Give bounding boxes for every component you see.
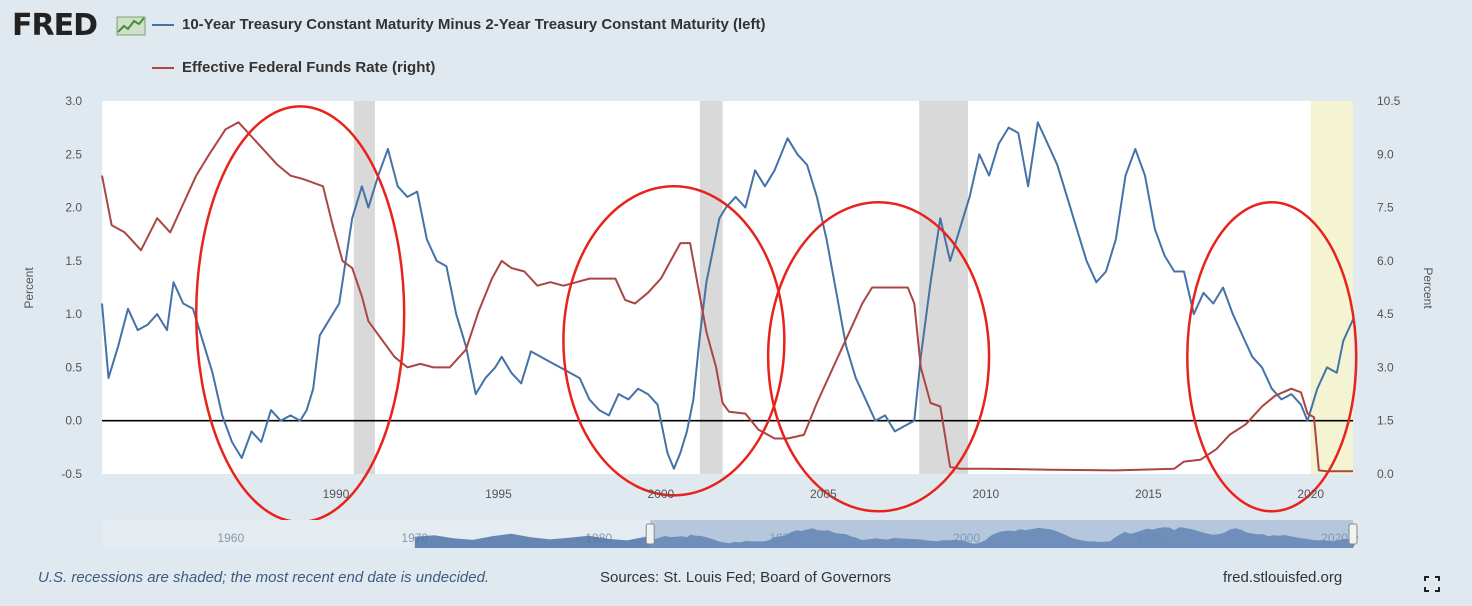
left-tick-label: -0.5 bbox=[61, 467, 82, 481]
right-tick-label: 4.5 bbox=[1377, 307, 1394, 321]
chart-logo-icon bbox=[116, 16, 146, 36]
x-tick-label: 2020 bbox=[1297, 487, 1324, 501]
x-tick-label: 2000 bbox=[648, 487, 675, 501]
left-tick-label: 0.0 bbox=[65, 414, 82, 428]
recession-band bbox=[1310, 101, 1353, 474]
right-tick-label: 10.5 bbox=[1377, 94, 1401, 108]
fred-logo[interactable]: FRED bbox=[12, 8, 98, 43]
legend-fedfunds[interactable]: Effective Federal Funds Rate (right) bbox=[152, 59, 435, 76]
navigator-selection bbox=[650, 520, 1353, 548]
legend-swatch-fedfunds bbox=[152, 66, 174, 69]
recession-band bbox=[353, 101, 375, 474]
x-tick-label: 1990 bbox=[323, 487, 350, 501]
left-tick-label: 1.0 bbox=[65, 307, 82, 321]
recession-band bbox=[919, 101, 968, 474]
fullscreen-icon[interactable] bbox=[1424, 576, 1440, 592]
right-tick-label: 3.0 bbox=[1377, 360, 1394, 374]
recession-band bbox=[699, 101, 723, 474]
navigator-tick-label: 1960 bbox=[217, 531, 244, 545]
x-tick-label: 2005 bbox=[810, 487, 837, 501]
legend-spread[interactable]: 10-Year Treasury Constant Maturity Minus… bbox=[152, 16, 766, 33]
left-tick-label: 0.5 bbox=[65, 360, 82, 374]
sources-text: Sources: St. Louis Fed; Board of Governo… bbox=[600, 569, 891, 586]
x-tick-label: 2015 bbox=[1135, 487, 1162, 501]
left-tick-label: 2.0 bbox=[65, 201, 82, 215]
recession-note: U.S. recessions are shaded; the most rec… bbox=[38, 569, 490, 586]
x-tick-label: 1995 bbox=[485, 487, 512, 501]
right-axis-title: Percent bbox=[1421, 267, 1435, 309]
right-tick-label: 0.0 bbox=[1377, 467, 1394, 481]
left-tick-label: 3.0 bbox=[65, 94, 82, 108]
right-tick-label: 6.0 bbox=[1377, 254, 1394, 268]
left-tick-label: 1.5 bbox=[65, 254, 82, 268]
navigator-handle-left[interactable] bbox=[645, 523, 655, 545]
x-tick-label: 2010 bbox=[972, 487, 999, 501]
series-line-fedfunds bbox=[101, 121, 1353, 473]
navigator-handle-right[interactable] bbox=[1348, 523, 1358, 545]
left-tick-label: 2.5 bbox=[65, 147, 82, 161]
plot-background bbox=[102, 101, 1353, 474]
legend-label-fedfunds: Effective Federal Funds Rate (right) bbox=[182, 59, 436, 76]
right-tick-label: 9.0 bbox=[1377, 147, 1394, 161]
annotation-circle bbox=[1186, 200, 1358, 513]
series-line-spread bbox=[101, 121, 1354, 470]
annotation-circle bbox=[766, 200, 991, 513]
legend-swatch-spread bbox=[152, 23, 174, 26]
legend-label-spread: 10-Year Treasury Constant Maturity Minus… bbox=[182, 16, 766, 33]
fred-url-link[interactable]: fred.stlouisfed.org bbox=[1223, 569, 1343, 586]
right-tick-label: 7.5 bbox=[1377, 201, 1394, 215]
annotation-circle bbox=[562, 185, 786, 497]
right-tick-label: 1.5 bbox=[1377, 414, 1394, 428]
left-axis-title: Percent bbox=[22, 267, 36, 309]
